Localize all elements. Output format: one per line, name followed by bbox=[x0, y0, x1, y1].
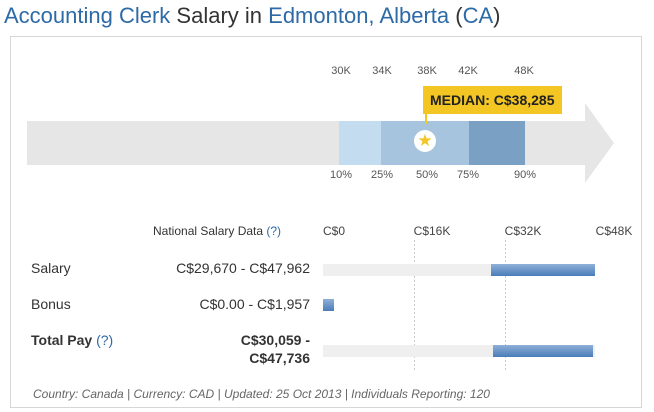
salary-range-arrow bbox=[27, 103, 614, 183]
page-title: Accounting Clerk Salary in Edmonton, Alb… bbox=[4, 3, 501, 29]
national-salary-help-link[interactable]: (?) bbox=[266, 224, 282, 238]
percentile-90: 90% bbox=[513, 169, 537, 181]
footer-info: Country: Canada | Currency: CAD | Update… bbox=[33, 387, 490, 401]
range-tick-38k: 38K bbox=[417, 65, 437, 77]
star-icon: ★ bbox=[414, 130, 436, 152]
national-salary-header: National Salary Data (?) bbox=[153, 224, 281, 238]
total-pay-bar bbox=[493, 345, 594, 357]
axis-tick-48k: C$48K bbox=[595, 224, 633, 238]
percentile-75: 75% bbox=[456, 169, 480, 181]
salary-bar-track bbox=[323, 264, 595, 276]
band-75-90 bbox=[469, 121, 525, 165]
country-close-paren: ) bbox=[493, 3, 501, 28]
total-pay-bar-track bbox=[323, 345, 595, 357]
band-10-25 bbox=[339, 121, 381, 165]
job-title-link[interactable]: Accounting Clerk bbox=[4, 3, 171, 28]
median-callout: MEDIAN: C$38,285 bbox=[423, 86, 562, 114]
bonus-bar-track bbox=[323, 299, 595, 311]
percentile-25: 25% bbox=[370, 169, 394, 181]
salary-row-value: C$29,670 - C$47,962 bbox=[176, 260, 310, 276]
total-pay-row-value: C$30,059 - C$47,736 bbox=[241, 331, 310, 367]
percentile-10: 10% bbox=[329, 169, 353, 181]
bonus-bar bbox=[323, 299, 335, 311]
title-connector: Salary in bbox=[170, 3, 269, 28]
national-salary-label: National Salary Data bbox=[153, 224, 267, 238]
percentile-50: 50% bbox=[415, 169, 439, 181]
bonus-row-value: C$0.00 - C$1,957 bbox=[199, 296, 310, 312]
salary-bar bbox=[491, 264, 595, 276]
gridline-16k bbox=[414, 240, 415, 370]
country-open-paren: ( bbox=[449, 3, 463, 28]
country-link[interactable]: CA bbox=[462, 3, 494, 28]
gridline-32k bbox=[505, 240, 506, 370]
median-stem bbox=[425, 114, 427, 124]
range-tick-30k: 30K bbox=[331, 65, 351, 77]
total-pay-label: Total Pay bbox=[31, 332, 97, 348]
total-pay-help-link[interactable]: (?) bbox=[96, 332, 114, 348]
bonus-row-label: Bonus bbox=[31, 296, 71, 312]
range-tick-42k: 42K bbox=[458, 65, 478, 77]
total-pay-value-line1: C$30,059 - bbox=[240, 332, 310, 348]
total-pay-row-label: Total Pay (?) bbox=[31, 332, 113, 348]
salary-row-label: Salary bbox=[31, 260, 71, 276]
range-tick-34k: 34K bbox=[372, 65, 392, 77]
axis-tick-0: C$0 bbox=[322, 224, 346, 238]
location-link[interactable]: Edmonton, Alberta bbox=[268, 3, 450, 28]
axis-tick-16k: C$16K bbox=[413, 224, 451, 238]
axis-tick-32k: C$32K bbox=[504, 224, 542, 238]
total-pay-value-line2: C$47,736 bbox=[249, 350, 310, 366]
range-tick-48k: 48K bbox=[514, 65, 534, 77]
